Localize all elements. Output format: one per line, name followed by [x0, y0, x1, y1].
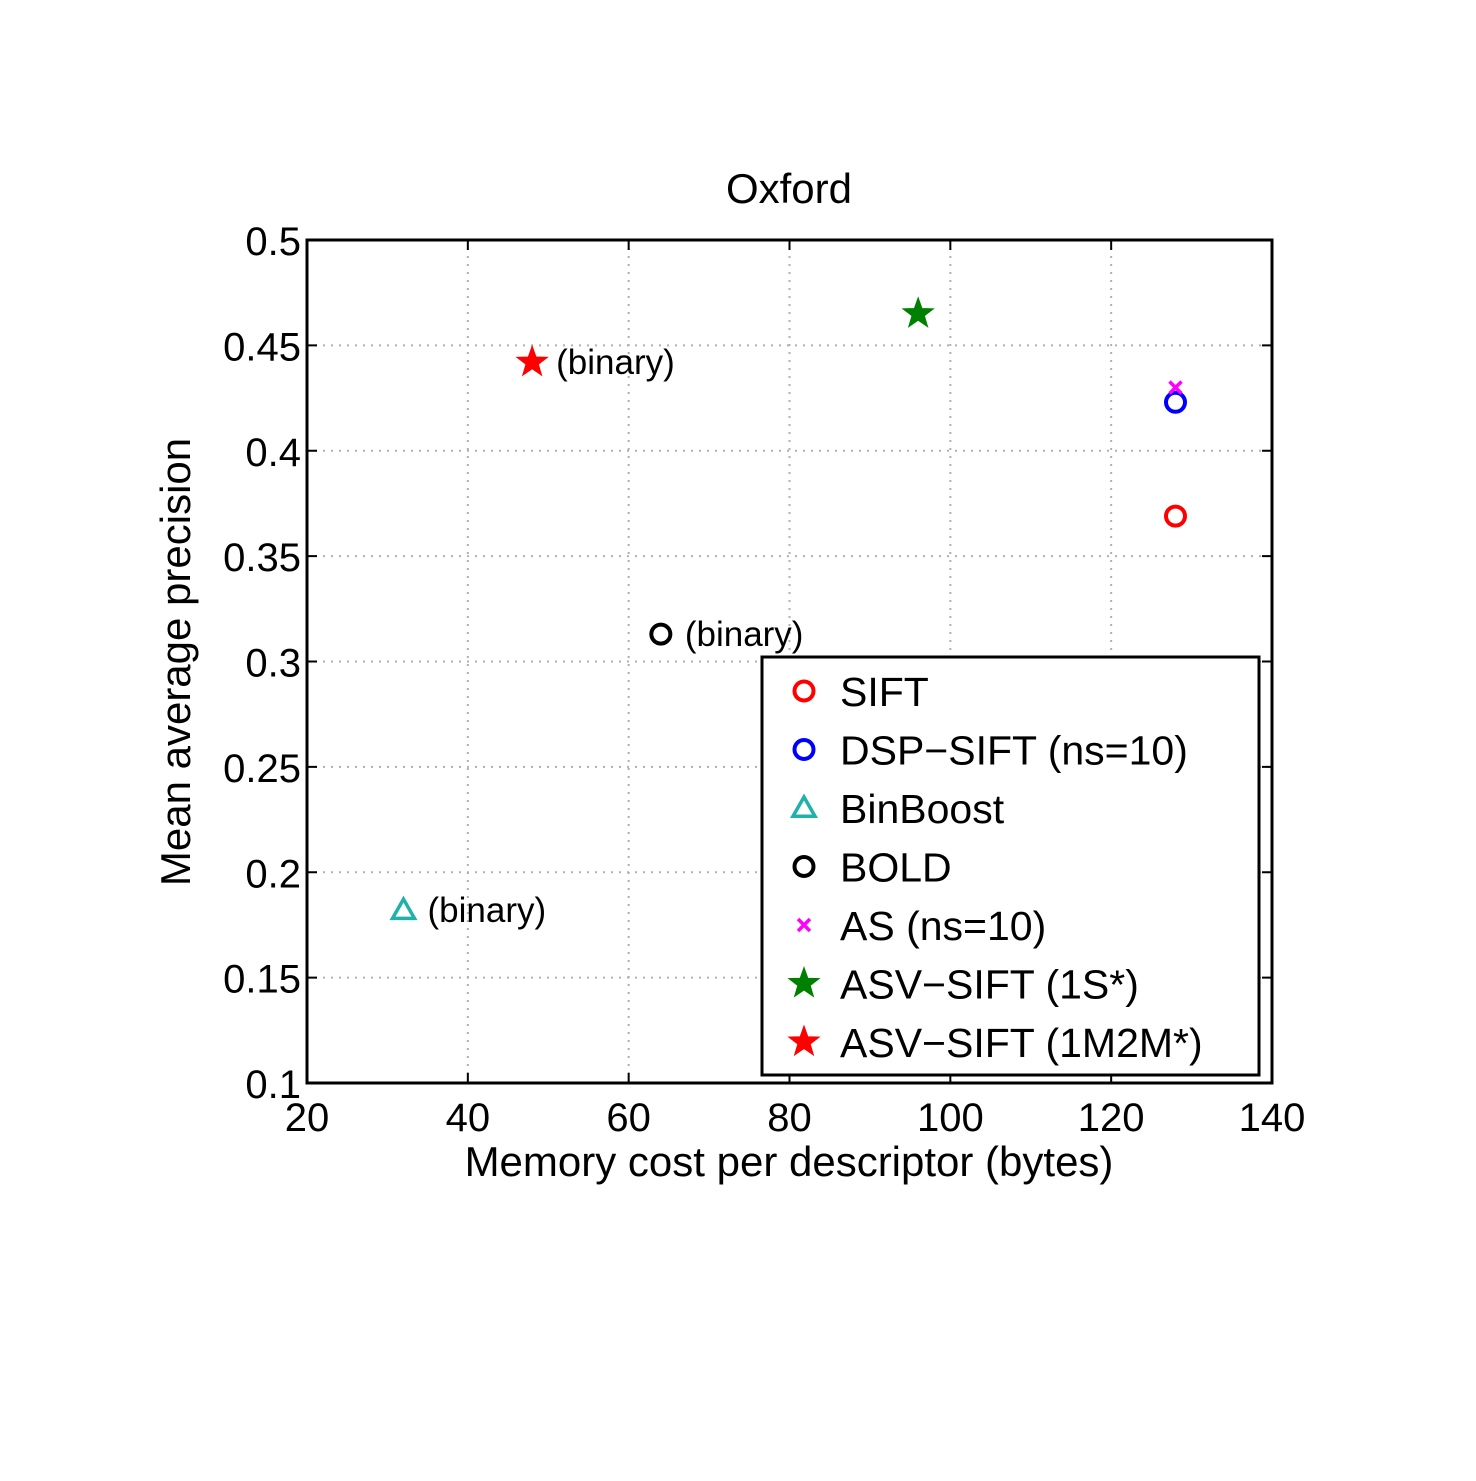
chart-title: Oxford	[726, 165, 852, 212]
data-points	[389, 296, 1187, 921]
x-axis-label: Memory cost per descriptor (bytes)	[465, 1138, 1114, 1185]
y-tick-label: 0.3	[245, 642, 301, 686]
y-axis-label: Mean average precision	[152, 438, 199, 886]
y-tick-label: 0.2	[245, 852, 301, 896]
x-tick-label: 140	[1239, 1096, 1306, 1140]
legend-label: BOLD	[840, 845, 952, 891]
legend-marker	[792, 855, 816, 878]
annotation-label: (binary)	[428, 891, 547, 930]
legend-label: BinBoost	[840, 786, 1005, 832]
data-point	[1164, 504, 1187, 528]
grid	[307, 240, 1272, 1083]
annotation-label: (binary)	[685, 615, 804, 654]
axes: 20 40 60 80 100 120 140 0.1 0.15 0.2 0.25 0.3 0.35 0.…	[223, 220, 1305, 1140]
x-tick-label: 80	[767, 1096, 812, 1140]
legend-label: ASV−SIFT (1M2M*)	[840, 1020, 1203, 1066]
legend-marker	[792, 679, 816, 703]
legend-marker	[796, 917, 812, 933]
y-tick-label: 0.35	[223, 536, 301, 580]
y-tick-label: 0.45	[223, 325, 301, 369]
legend: SIFT DSP−SIFT (ns=10) BinBoost BOLD AS (ns=1…	[760, 655, 1261, 1077]
x-tick-label: 20	[285, 1096, 330, 1140]
legend-label: SIFT	[840, 669, 929, 715]
legend-marker	[789, 793, 819, 818]
legend-label: ASV−SIFT (1S*)	[840, 962, 1139, 1008]
y-tick-label: 0.5	[245, 220, 301, 264]
data-point	[1164, 390, 1187, 414]
x-tick-label: 40	[446, 1096, 491, 1140]
annotations: (binary) (binary) (binary)	[428, 343, 804, 930]
legend-marker	[792, 738, 816, 761]
legend-marker	[787, 1024, 821, 1057]
data-point	[389, 895, 418, 921]
data-point	[515, 344, 549, 377]
y-tick-label: 0.4	[245, 431, 301, 475]
y-tick-label: 0.15	[223, 958, 301, 1002]
y-tick-label: 0.25	[223, 747, 301, 791]
data-point	[649, 622, 673, 646]
legend-marker	[787, 966, 821, 998]
x-tick-label: 60	[606, 1096, 651, 1140]
x-tick-label: 100	[917, 1096, 984, 1140]
legend-label: DSP−SIFT (ns=10)	[840, 728, 1188, 774]
legend-box	[760, 655, 1261, 1077]
annotation-label: (binary)	[556, 343, 675, 382]
legend-label: AS (ns=10)	[840, 903, 1046, 949]
x-tick-label: 120	[1078, 1096, 1145, 1140]
data-point	[1168, 380, 1183, 395]
data-point	[901, 296, 935, 328]
y-tick-label: 0.1	[245, 1063, 301, 1107]
